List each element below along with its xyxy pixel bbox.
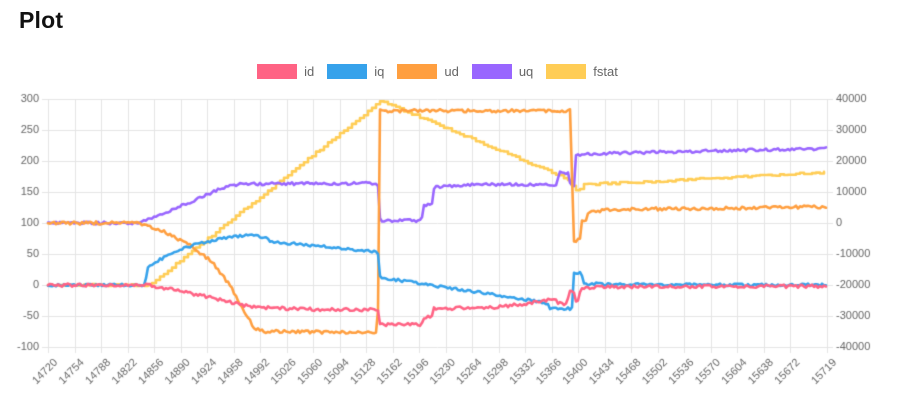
legend-swatch-ud xyxy=(397,64,438,79)
legend-label: fstat xyxy=(593,64,618,79)
legend-item-fstat[interactable]: fstat xyxy=(546,64,618,79)
chart-legend: id iq ud uq fstat xyxy=(48,64,827,79)
legend-swatch-iq xyxy=(327,64,368,79)
legend-label: id xyxy=(304,64,315,79)
legend-item-iq[interactable]: iq xyxy=(327,64,384,79)
legend-swatch-id xyxy=(257,64,298,79)
legend-label: iq xyxy=(374,64,385,79)
legend-swatch-uq xyxy=(471,64,512,79)
legend-item-id[interactable]: id xyxy=(257,64,314,79)
legend-swatch-fstat xyxy=(546,64,587,79)
legend-item-uq[interactable]: uq xyxy=(471,64,534,79)
legend-label: ud xyxy=(444,64,459,79)
page-title: Plot xyxy=(19,7,64,33)
legend-item-ud[interactable]: ud xyxy=(397,64,459,79)
legend-label: uq xyxy=(518,64,534,79)
